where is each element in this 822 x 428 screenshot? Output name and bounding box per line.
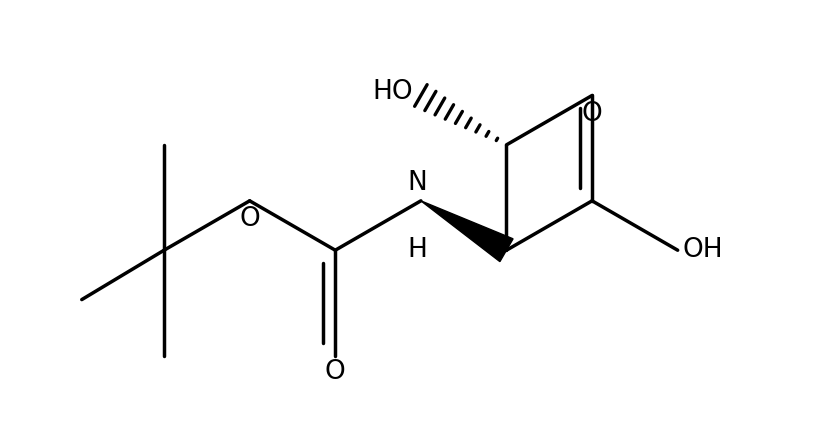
Polygon shape	[421, 201, 513, 262]
Text: O: O	[582, 101, 603, 127]
Text: OH: OH	[683, 237, 723, 263]
Text: HO: HO	[372, 79, 413, 105]
Text: H: H	[408, 237, 427, 263]
Text: N: N	[408, 169, 427, 196]
Text: O: O	[325, 359, 346, 385]
Text: O: O	[239, 206, 260, 232]
